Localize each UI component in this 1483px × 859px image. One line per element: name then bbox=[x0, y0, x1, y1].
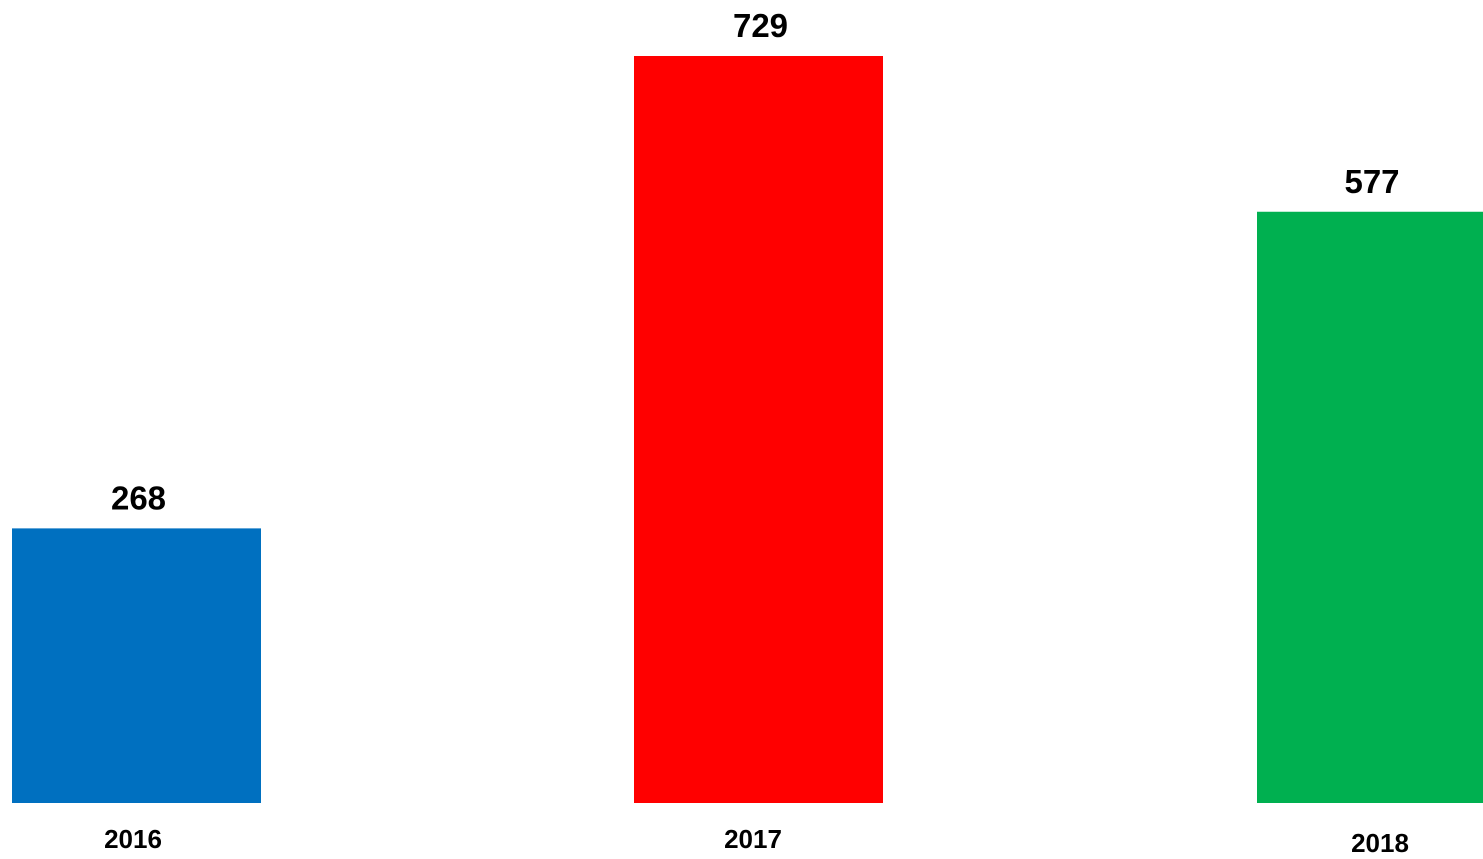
bar-2018 bbox=[1257, 211, 1483, 804]
x-tick-label-2017: 2017 bbox=[724, 824, 782, 854]
x-tick-label-2018: 2018 bbox=[1351, 828, 1409, 854]
data-label-2018: 577 bbox=[1344, 163, 1399, 200]
bar-2016 bbox=[12, 528, 261, 803]
bar-2017 bbox=[634, 56, 883, 803]
data-label-2016: 268 bbox=[111, 479, 166, 516]
data-label-2017: 729 bbox=[733, 7, 788, 44]
x-tick-label-2016: 2016 bbox=[104, 824, 162, 854]
